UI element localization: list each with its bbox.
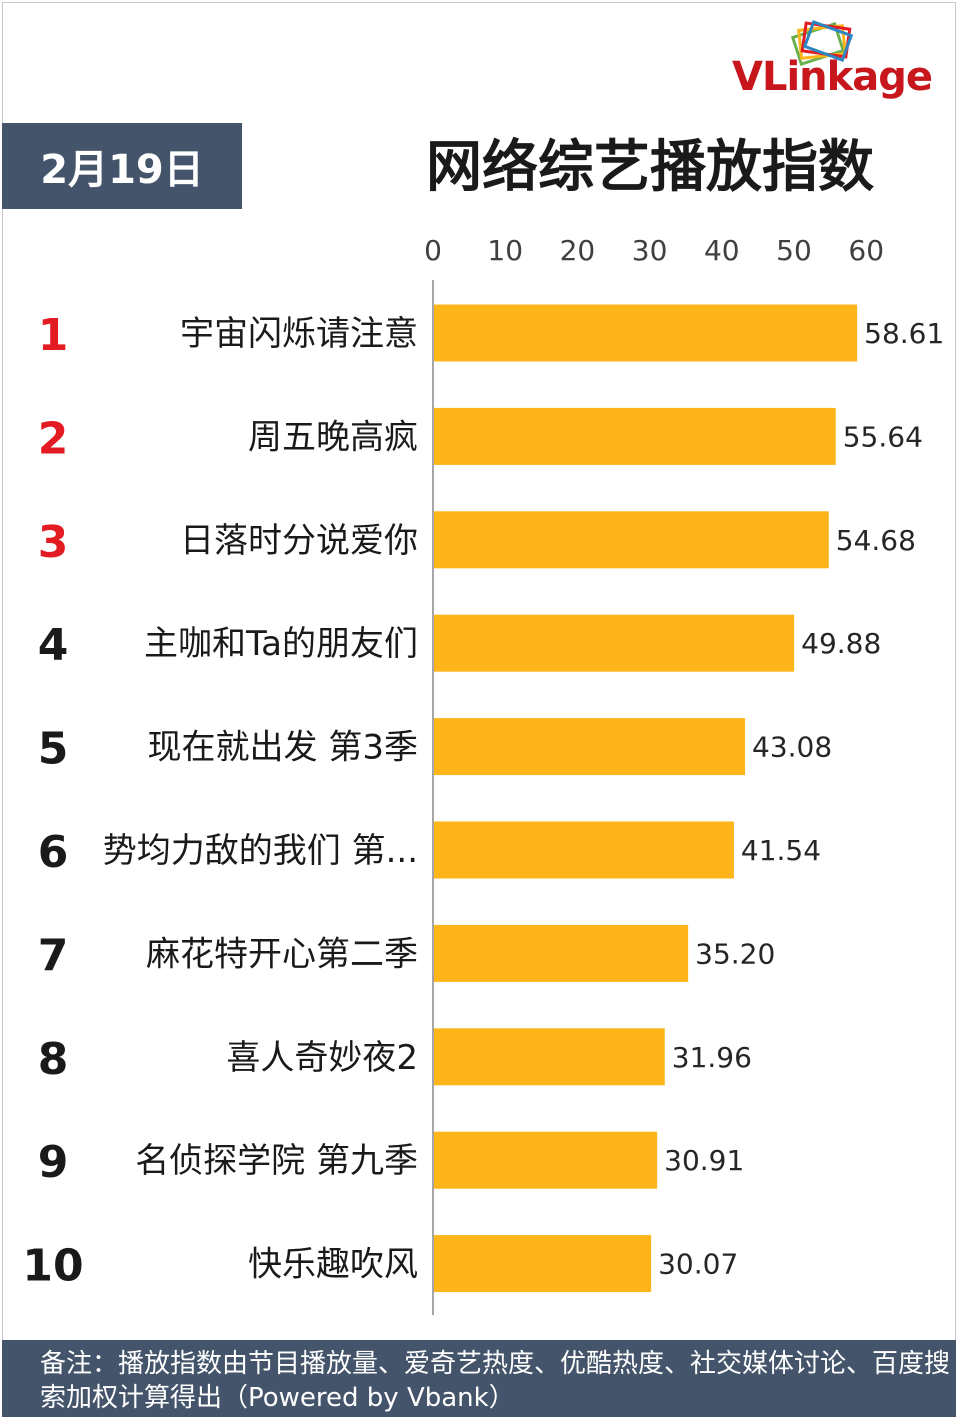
category-label: 喜人奇妙夜2 (226, 1038, 418, 1078)
x-tick-label: 50 (776, 234, 812, 267)
data-label: 30.07 (658, 1248, 738, 1281)
rank-number: 3 (38, 517, 69, 568)
bar (434, 511, 829, 569)
bar (434, 1131, 658, 1189)
x-tick-label: 10 (487, 234, 523, 267)
bar (434, 821, 734, 879)
x-tick-label: 0 (424, 234, 442, 267)
bar (434, 1028, 665, 1086)
category-label: 麻花特开心第二季 (146, 934, 418, 974)
rank-number: 7 (38, 930, 69, 981)
x-tick-label: 40 (704, 234, 740, 267)
bar (434, 407, 836, 465)
data-label: 55.64 (843, 420, 923, 453)
category-label: 主咖和Ta的朋友们 (144, 624, 418, 664)
rank-number: 4 (38, 620, 69, 671)
rank-number: 5 (38, 724, 69, 775)
category-label: 周五晚高疯 (248, 417, 418, 457)
rank-number: 8 (38, 1034, 69, 1085)
rank-number: 6 (38, 827, 69, 878)
x-tick-label: 20 (560, 234, 596, 267)
vlinkage-logo: VLinkage (728, 18, 954, 108)
bar (434, 924, 689, 982)
bar (434, 718, 746, 776)
rank-number: 9 (38, 1137, 69, 1188)
x-tick-label: 60 (848, 234, 884, 267)
page-title: 网络综艺播放指数 (426, 135, 874, 200)
data-label: 49.88 (801, 627, 881, 660)
category-label: 日落时分说爱你 (180, 521, 418, 561)
logo-cards-icon (790, 20, 854, 67)
rank-number: 1 (38, 310, 69, 361)
category-label: 现在就出发 第3季 (148, 728, 418, 768)
category-label: 快乐趣吹风 (248, 1245, 418, 1285)
data-label: 43.08 (752, 731, 832, 764)
x-tick-label: 30 (632, 234, 668, 267)
rank-number: 10 (22, 1241, 83, 1292)
data-label: 41.54 (741, 834, 821, 867)
category-label: 宇宙闪烁请注意 (180, 314, 418, 354)
data-label: 58.61 (864, 317, 944, 350)
data-label: 31.96 (672, 1041, 752, 1074)
bar (434, 304, 858, 362)
logo-text: VLinkage (732, 54, 933, 100)
data-label: 35.20 (695, 937, 775, 970)
rank-number: 2 (38, 413, 69, 464)
bar-chart: 0 10 20 30 40 50 60 58.61 宇宙闪烁请注意 1 55.64 周五晚高疯 2 54.… (22, 234, 944, 1315)
footer-note: 备注：播放指数由节目播放量、爱奇艺热度、优酷热度、社交媒体讨论、百度搜索加权计算… (2, 1340, 956, 1417)
category-label: 势均力敌的我们 第... (103, 831, 418, 871)
date-badge: 2月19日 (2, 123, 242, 209)
bar (434, 1235, 652, 1293)
category-label: 名侦探学院 第九季 (135, 1141, 418, 1181)
bar (434, 614, 795, 672)
data-label: 30.91 (664, 1144, 744, 1177)
data-label: 54.68 (836, 524, 916, 557)
